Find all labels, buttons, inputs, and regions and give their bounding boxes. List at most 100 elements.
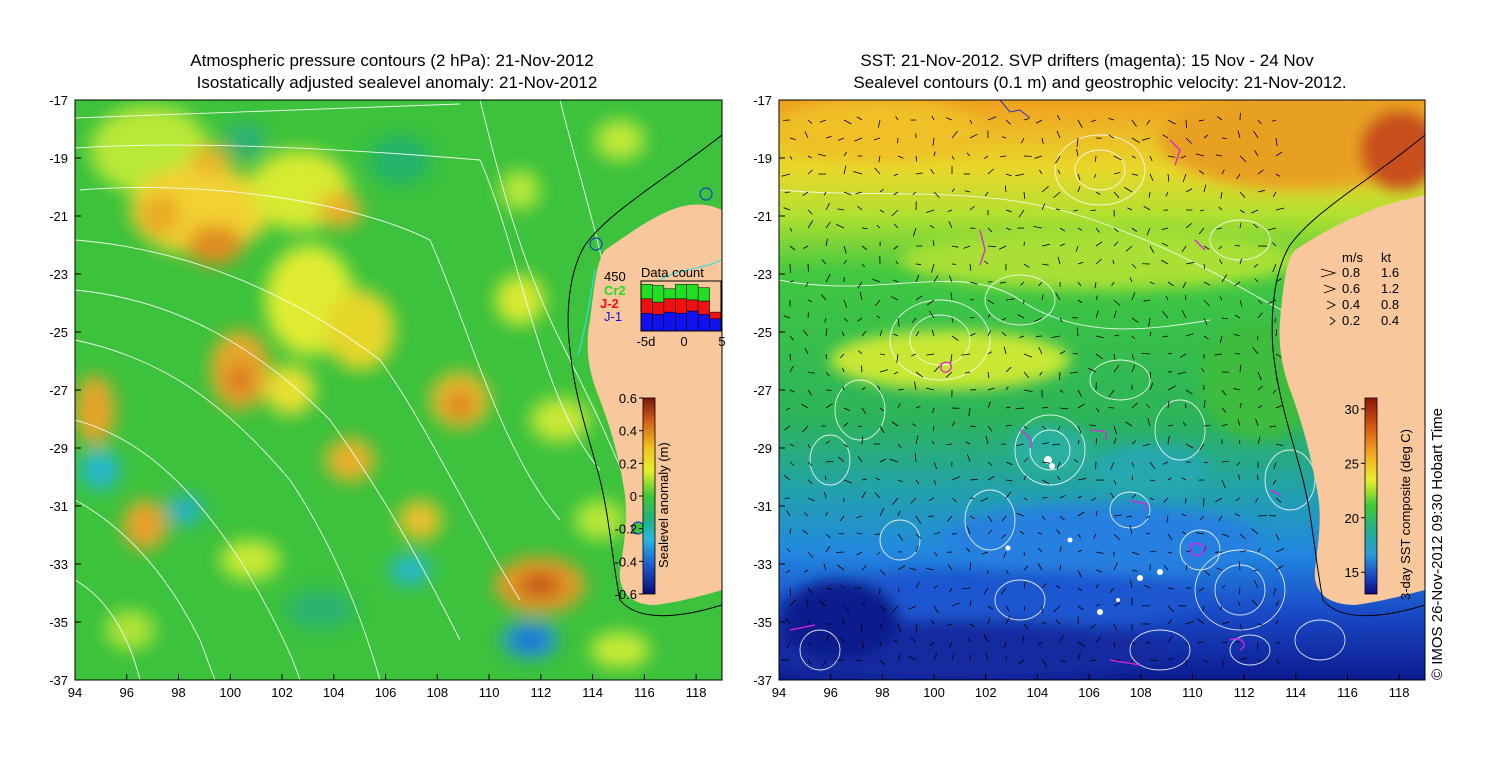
velocity-arrow <box>987 330 992 337</box>
velocity-arrow <box>1055 155 1061 164</box>
velocity-arrow <box>1113 533 1121 541</box>
inset-legend-j1: J-1 <box>604 309 622 324</box>
velocity-arrow <box>1185 188 1193 193</box>
velocity-arrow <box>1185 620 1195 625</box>
y-tick-label: -27 <box>49 383 68 398</box>
velocity-arrow <box>1182 281 1187 288</box>
velocity-arrow <box>824 317 827 323</box>
velocity-arrow <box>1275 548 1285 553</box>
velocity-arrow <box>1112 259 1115 265</box>
velocity-arrow <box>933 191 940 198</box>
velocity-arrow <box>987 605 994 610</box>
velocity-arrow <box>1076 327 1079 337</box>
velocity-arrow <box>1131 353 1135 360</box>
velocity-arrow <box>933 532 941 535</box>
velocity-arrow <box>896 353 899 363</box>
velocity-arrow <box>1131 364 1136 373</box>
velocity-arrow <box>1041 497 1048 499</box>
velocity-arrow <box>987 529 992 535</box>
velocity-arrow <box>857 317 863 322</box>
x-tick-label: 106 <box>1078 685 1100 700</box>
velocity-arrow <box>825 202 830 211</box>
velocity-arrow <box>892 279 899 283</box>
y-tick-label: -29 <box>49 441 68 456</box>
velocity-arrow <box>1143 299 1151 302</box>
velocity-arrow <box>925 209 935 213</box>
velocity-arrow <box>1131 317 1139 323</box>
velocity-arrow <box>1131 551 1140 556</box>
velocity-arrow <box>825 533 831 539</box>
velocity-arrow <box>843 407 850 412</box>
velocity-arrow <box>1221 585 1226 589</box>
velocity-arrow <box>897 587 900 593</box>
velocity-arrow <box>1095 295 1098 301</box>
velocity-arrow <box>1268 299 1277 304</box>
river-line <box>577 269 596 356</box>
velocity-arrow <box>861 407 867 415</box>
velocity-arrow <box>843 479 852 484</box>
velocity-arrow <box>1055 585 1061 589</box>
velocity-arrow <box>1001 332 1007 337</box>
velocity-arrow <box>1219 258 1223 265</box>
velocity-arrow <box>1077 403 1085 409</box>
velocity-arrow <box>1113 299 1121 306</box>
velocity-arrow <box>897 654 901 661</box>
velocity-arrow <box>1077 587 1082 591</box>
velocity-arrow <box>911 353 917 357</box>
velocity-arrow <box>1255 418 1259 427</box>
legend-kt-value: 0.8 <box>1381 297 1399 312</box>
velocity-arrow <box>1077 605 1084 611</box>
velocity-arrow <box>1005 227 1012 231</box>
velocity-arrow <box>1095 569 1103 573</box>
velocity-arrow <box>1203 299 1210 307</box>
velocity-arrow <box>1095 636 1101 643</box>
velocity-arrow <box>879 407 884 411</box>
velocity-arrow <box>1057 425 1061 431</box>
velocity-arrow <box>1005 616 1011 625</box>
velocity-arrow <box>984 155 989 159</box>
inset-frame <box>640 280 722 332</box>
legend-arrow <box>1329 316 1336 326</box>
velocity-arrow <box>915 479 920 485</box>
velocity-arrow <box>1125 245 1133 252</box>
velocity-arrow <box>807 209 813 215</box>
velocity-arrow <box>1113 514 1122 517</box>
velocity-arrow <box>1023 457 1029 463</box>
velocity-arrow <box>1257 169 1264 175</box>
velocity-arrow <box>908 605 917 610</box>
velocity-arrow <box>1003 346 1007 355</box>
velocity-arrow <box>1094 155 1097 162</box>
velocity-arrow <box>843 422 849 427</box>
velocity-arrow <box>843 191 852 196</box>
velocity-arrow <box>825 440 830 445</box>
velocity-arrow <box>915 155 918 162</box>
velocity-arrow <box>1131 173 1138 176</box>
velocity-arrow <box>1077 186 1081 193</box>
velocity-arrow <box>1233 388 1241 391</box>
velocity-arrow <box>1234 244 1241 247</box>
velocity-arrow <box>1003 551 1007 559</box>
velocity-arrow <box>1214 353 1223 356</box>
velocity-arrow <box>1113 310 1117 319</box>
velocity-arrow <box>927 299 935 306</box>
velocity-arrow <box>804 569 809 573</box>
velocity-arrow <box>1077 478 1087 481</box>
x-tick-label: 102 <box>271 685 293 700</box>
velocity-arrow <box>1095 584 1099 589</box>
velocity-arrow <box>964 190 971 193</box>
velocity-arrow <box>914 453 917 463</box>
velocity-arrow <box>985 652 989 661</box>
velocity-arrow <box>1077 641 1086 648</box>
velocity-arrow <box>969 623 975 628</box>
velocity-arrow <box>948 587 953 593</box>
velocity-arrow <box>969 281 978 285</box>
velocity-arrow <box>1257 385 1264 391</box>
velocity-arrow <box>1198 587 1205 592</box>
velocity-arrow <box>1275 151 1283 157</box>
velocity-arrow <box>951 130 958 139</box>
x-tick-label: 108 <box>1130 685 1152 700</box>
velocity-arrow <box>969 316 975 319</box>
legend-arrow <box>1323 284 1337 294</box>
velocity-arrow <box>1272 479 1277 485</box>
velocity-arrow <box>915 405 921 409</box>
